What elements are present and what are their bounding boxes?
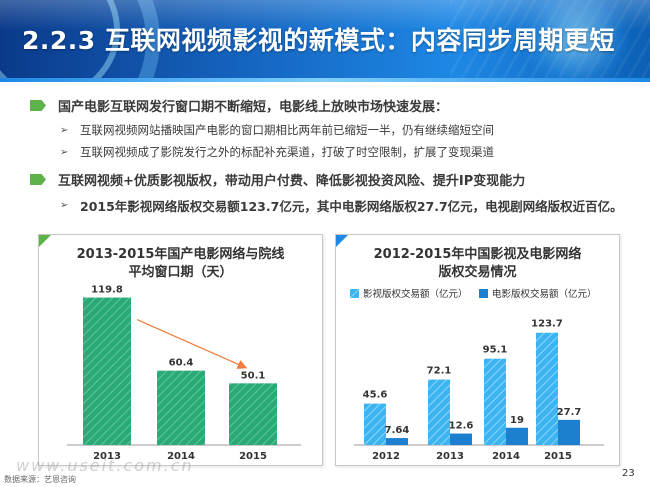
sub-point: ➢ 2015年影视网络版权交易额123.7亿元，其中电影网络版权27.7亿元，电… — [60, 196, 623, 215]
bar-series-2-2014 — [506, 427, 528, 445]
x-tick-label: 2014 — [167, 451, 195, 462]
data-source: 数据来源：艺恩咨询 — [4, 475, 76, 484]
bar-series-1-2013 — [428, 379, 450, 445]
bar-2013 — [83, 297, 131, 445]
header-decoration-arc-inner — [0, 0, 120, 78]
data-label: 27.7 — [557, 407, 582, 418]
panel-corner-decoration — [39, 235, 51, 247]
bar-series-1-2012 — [364, 403, 386, 445]
chart-title-line-1: 2012-2015年中国影视及电影网络 — [373, 247, 582, 262]
x-tick-label: 2015 — [544, 451, 572, 462]
data-label: 60.4 — [169, 358, 194, 369]
sub-point: ➢ 互联网视频网站播映国产电影的窗口期相比两年前已缩短一半，仍有继续缩短空间 — [60, 122, 494, 138]
header-banner: 2.2.3 互联网视频影视的新模式：内容同步周期更短 — [0, 0, 650, 78]
header-decoration-orb — [522, 0, 632, 78]
data-label: 123.7 — [531, 319, 563, 330]
arrow-bullet-icon: ➢ — [60, 146, 69, 158]
header-stripe — [0, 78, 650, 82]
chart-title-line-2: 平均窗口期（天） — [128, 265, 233, 280]
sub-point-text: 互联网视频网站播映国产电影的窗口期相比两年前已缩短一半，仍有继续缩短空间 — [80, 123, 494, 137]
bar-series-2-2012 — [386, 438, 408, 445]
data-label: 19 — [510, 415, 524, 426]
data-label: 95.1 — [483, 345, 508, 356]
window-period-bar-chart: 119.8 2013 60.4 2014 50.1 2015 — [67, 285, 301, 462]
x-tick-label: 2013 — [436, 451, 464, 462]
bar-series-2-2013 — [450, 433, 472, 445]
data-label: 119.8 — [91, 285, 123, 296]
x-tick-label: 2012 — [372, 451, 400, 462]
main-point-2: 互联网视频+优质影视版权，带动用户付费、降低影视投资风险、提升IP变现能力 — [30, 170, 525, 189]
data-label: 50.1 — [241, 370, 266, 381]
legend-swatch-series-2 — [479, 289, 488, 298]
main-point-text: 互联网视频+优质影视版权，带动用户付费、降低影视投资风险、提升IP变现能力 — [58, 174, 526, 189]
page-title: 2.2.3 互联网视频影视的新模式：内容同步周期更短 — [22, 26, 615, 55]
arrow-bullet-icon: ➢ — [60, 200, 69, 211]
x-tick-label: 2013 — [93, 451, 121, 462]
bar-2015 — [229, 383, 277, 445]
arrow-bullet-icon: ➢ — [60, 124, 69, 136]
data-label: 72.1 — [427, 366, 452, 377]
trend-arrow — [136, 319, 248, 369]
chart-title-line-2: 版权交易情况 — [438, 265, 517, 280]
main-point-text: 国产电影互联网发行窗口期不断缩短，电影线上放映市场快速发展： — [58, 100, 449, 115]
watermark: www.useit.com.cn — [16, 456, 194, 475]
page-number: 23 — [622, 468, 635, 479]
sub-point-text: 互联网视频成了影院发行之外的标配补充渠道，打破了时空限制，扩展了变现渠道 — [80, 145, 494, 159]
bar-series-1-2014 — [484, 358, 506, 445]
copyright-trade-bar-chart: 影视版权交易额（亿元） 电影版权交易额（亿元） 45.6 7.64 2012 72.1 12… — [350, 288, 604, 462]
legend-label: 影视版权交易额（亿元） — [363, 288, 468, 300]
x-tick-label: 2014 — [492, 451, 520, 462]
main-point-1: 国产电影互联网发行窗口期不断缩短，电影线上放映市场快速发展： — [30, 96, 448, 115]
green-tag-icon — [30, 100, 46, 111]
window-period-chart-panel: 2013-2015年国产电影网络与院线 平均窗口期（天） 119.8 2013 60… — [38, 234, 323, 466]
header-decoration-arc — [0, 0, 160, 78]
bar-2014 — [157, 370, 205, 445]
data-label: 45.6 — [363, 390, 388, 401]
panel-corner-decoration — [336, 235, 348, 247]
data-label: 7.64 — [385, 425, 410, 436]
bar-series-1-2015 — [536, 332, 558, 445]
data-label: 12.6 — [449, 421, 474, 432]
sub-point: ➢ 互联网视频成了影院发行之外的标配补充渠道，打破了时空限制，扩展了变现渠道 — [60, 144, 494, 160]
x-tick-label: 2015 — [239, 451, 267, 462]
header-gloss — [0, 0, 650, 30]
chart-title-line-1: 2013-2015年国产电影网络与院线 — [76, 247, 285, 262]
copyright-trade-chart-panel: 2012-2015年中国影视及电影网络 版权交易情况 影视版权交易额（亿元） 电影… — [335, 234, 620, 466]
legend-label: 电影版权交易额（亿元） — [492, 288, 597, 300]
legend-swatch-series-1 — [350, 289, 359, 298]
sub-point-text: 2015年影视网络版权交易额123.7亿元，其中电影网络版权27.7亿元，电视剧… — [80, 199, 623, 214]
bar-series-2-2015 — [558, 419, 580, 445]
green-tag-icon — [30, 174, 46, 185]
